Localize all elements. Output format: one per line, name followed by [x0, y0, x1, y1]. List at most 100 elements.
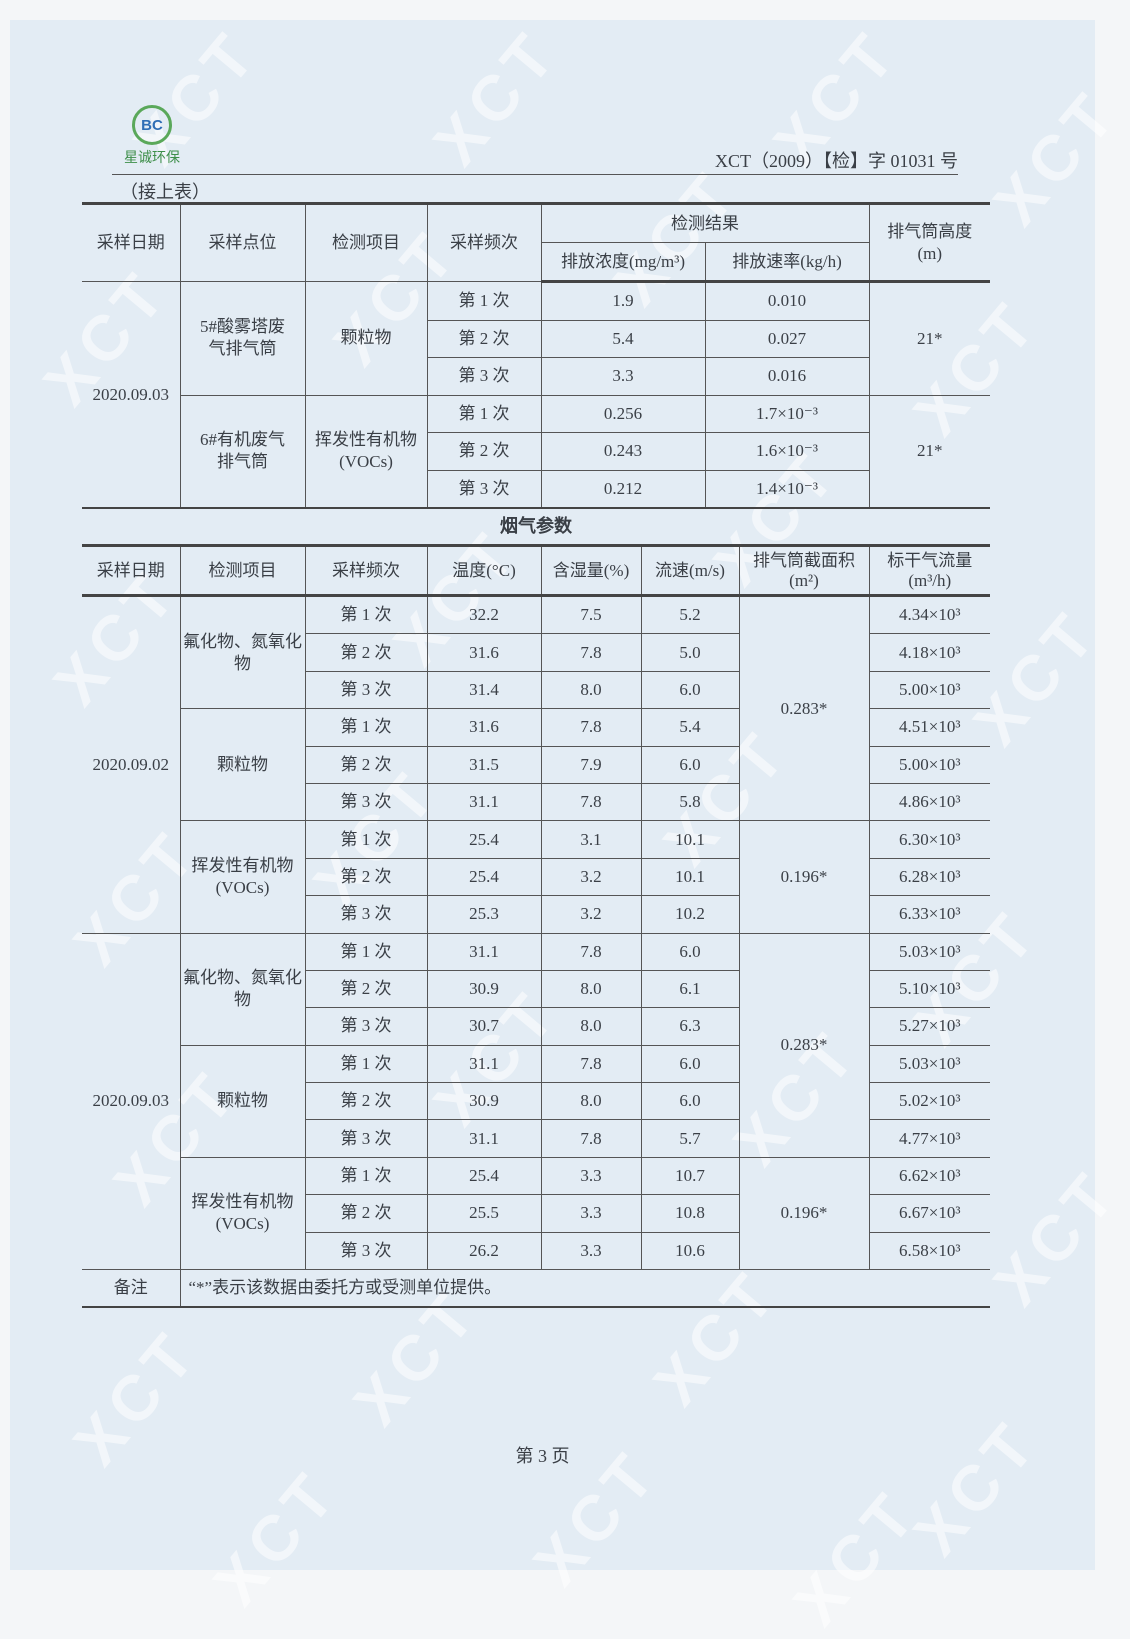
sampling-frequency: 第 2 次 — [305, 857, 428, 897]
table-row: 2020.09.02 氟化物、氮氧化物第 1 次 32.2 7.5 5.2 0.283* 4… — [82, 594, 990, 934]
temperature-value: 31.1 — [426, 932, 542, 971]
sampling-frequency: 第 1 次 — [304, 820, 428, 859]
header-item: 检测项目 — [179, 545, 306, 597]
header-humidity: 含湿量(%) — [540, 545, 642, 597]
humidity-value: 3.2 — [540, 857, 642, 897]
stack-area: 0.283* — [738, 932, 870, 1158]
humidity-value: 7.8 — [540, 1044, 642, 1084]
velocity-value: 6.3 — [640, 1007, 740, 1046]
flow-value: 5.00×10³ — [868, 670, 990, 710]
humidity-value: 8.0 — [540, 670, 642, 710]
rate-value: 1.7×10⁻³ — [704, 394, 870, 433]
sampling-frequency: 第 2 次 — [305, 633, 428, 672]
velocity-value: 5.4 — [640, 708, 740, 747]
humidity-value: 7.9 — [540, 745, 642, 784]
sampling-date: 2020.09.03 — [82, 281, 181, 509]
temperature-value: 31.1 — [426, 782, 542, 822]
rate-value: 0.010 — [704, 281, 870, 321]
test-item: 颗粒物 — [180, 708, 306, 822]
logo-text: 星诚环保 — [124, 150, 180, 166]
sampling-frequency: 第 3 次 — [305, 895, 428, 934]
note-row: 备注 “*”表示该数据由委托方或受测单位提供。 — [82, 1269, 990, 1308]
sampling-frequency: 第 3 次 — [305, 1119, 428, 1158]
header-area: 排气筒截面积(m²) — [738, 545, 870, 597]
humidity-value: 7.8 — [540, 633, 642, 672]
temperature-value: 25.4 — [426, 1156, 542, 1196]
header-freq: 采样频次 — [304, 545, 428, 597]
emissions-table: 采样日期 采样点位 检测项目 采样频次 检测结果 排气筒高度(m) 排放浓度(mg/m³) 排… — [82, 202, 990, 509]
header-row: 采样日期 检测项目 采样频次 温度(°C) 含湿量(%) 流速(m/s) 排气筒截面积(m²… — [82, 545, 990, 597]
velocity-value: 6.0 — [640, 932, 740, 971]
velocity-value: 10.8 — [640, 1194, 740, 1233]
concentration-value: 3.3 — [540, 357, 706, 396]
velocity-value: 6.0 — [640, 745, 740, 784]
header-divider — [112, 174, 958, 175]
velocity-value: 10.1 — [640, 857, 740, 897]
table-row: 第 2 次 25.5 3.3 10.8 6.67×10³ — [82, 1194, 990, 1233]
sampling-point: 6#有机废气排气筒 — [180, 394, 306, 509]
sampling-frequency: 第 3 次 — [305, 670, 428, 710]
test-item: 氟化物、氮氧化物 — [179, 932, 306, 1046]
flow-value: 6.67×10³ — [868, 1194, 990, 1233]
table-row: 挥发性有机物(VOCs) 第 1 次 25.4 3.3 10.7 0.196* 6.62×1… — [82, 1156, 990, 1271]
flow-value: 5.03×10³ — [868, 932, 990, 971]
table-row: 第 3 次 30.7 8.0 6.3 5.27×10³ — [82, 1007, 990, 1046]
velocity-value: 6.0 — [640, 1082, 740, 1121]
rate-value: 0.027 — [704, 319, 869, 358]
header-item: 检测项目 — [304, 203, 428, 282]
sampling-frequency: 第 3 次 — [305, 782, 428, 822]
header-flow: 标干气流量(m³/h) — [868, 545, 990, 597]
humidity-value: 3.3 — [540, 1194, 642, 1233]
table-row: 第 2 次 25.4 3.2 10.1 6.28×10³ — [82, 857, 990, 897]
sampling-frequency: 第 1 次 — [426, 281, 542, 321]
flow-value: 4.86×10³ — [868, 782, 990, 822]
header-date: 采样日期 — [82, 545, 181, 597]
humidity-value: 7.5 — [540, 594, 642, 635]
temperature-value: 31.1 — [426, 1119, 542, 1158]
flow-value: 6.28×10³ — [868, 857, 990, 897]
concentration-value: 0.212 — [540, 469, 706, 509]
velocity-value: 10.2 — [640, 895, 740, 934]
table-row: 颗粒物第 1 次 31.1 7.8 6.0 5.03×10³ — [82, 1044, 990, 1158]
test-item: 氟化物、氮氧化物 — [179, 594, 306, 710]
humidity-value: 3.3 — [540, 1156, 642, 1196]
sampling-frequency: 第 1 次 — [304, 1044, 428, 1084]
velocity-value: 10.1 — [640, 820, 740, 859]
concentration-value: 1.9 — [540, 281, 706, 321]
velocity-value: 10.6 — [640, 1231, 740, 1271]
flow-value: 5.02×10³ — [868, 1082, 990, 1121]
sampling-frequency: 第 2 次 — [427, 432, 542, 471]
flow-value: 6.33×10³ — [868, 895, 990, 934]
test-item: 挥发性有机物(VOCs) — [180, 820, 306, 934]
sampling-frequency: 第 1 次 — [426, 394, 542, 433]
header-row: 排放浓度(mg/m³) 排放速率(kg/h) — [82, 242, 990, 283]
velocity-value: 10.7 — [640, 1156, 740, 1196]
section-title: 烟气参数 — [500, 516, 572, 536]
temperature-value: 31.4 — [426, 670, 542, 710]
concentration-value: 0.256 — [540, 394, 706, 433]
temperature-value: 25.3 — [426, 895, 542, 934]
table-row: 2020.09.03 5#酸雾塔废气排气筒 颗粒物第 1 次 1.9 0.010 21* — [82, 281, 990, 509]
table-row: 挥发性有机物(VOCs) 第 1 次 25.4 3.1 10.1 0.196* 6.30×1… — [82, 820, 990, 934]
table-row: 第 3 次 25.3 3.2 10.2 6.33×10³ — [82, 895, 990, 934]
sampling-frequency: 第 2 次 — [305, 745, 428, 784]
temperature-value: 25.4 — [426, 820, 542, 859]
document-number: XCT（2009）【检】字 01031 号 — [715, 151, 958, 171]
flow-value: 5.00×10³ — [868, 745, 990, 784]
velocity-value: 5.0 — [640, 633, 740, 672]
velocity-value: 6.0 — [640, 670, 740, 710]
flow-value: 5.10×10³ — [868, 969, 990, 1009]
table-row: 颗粒物第 1 次 31.6 7.8 5.4 4.51×10³ — [82, 708, 990, 822]
page-number: 第 3 页 — [515, 1446, 570, 1466]
humidity-value: 3.2 — [540, 895, 642, 934]
stack-area: 0.196* — [738, 820, 870, 934]
table-row: 6#有机废气排气筒 挥发性有机物(VOCs) 第 1 次 0.256 1.7×10⁻³ 2… — [82, 394, 990, 509]
concentration-value: 0.243 — [540, 432, 706, 471]
humidity-value: 7.8 — [540, 782, 642, 822]
header-date: 采样日期 — [82, 203, 181, 282]
company-logo: BC 星诚环保 — [112, 105, 192, 167]
sampling-frequency: 第 3 次 — [305, 1231, 428, 1271]
humidity-value: 7.8 — [540, 932, 642, 971]
sampling-date: 2020.09.03 — [82, 932, 181, 1271]
flue-gas-table: 采样日期 检测项目 采样频次 温度(°C) 含湿量(%) 流速(m/s) 排气筒截面积(m²… — [82, 544, 990, 1309]
